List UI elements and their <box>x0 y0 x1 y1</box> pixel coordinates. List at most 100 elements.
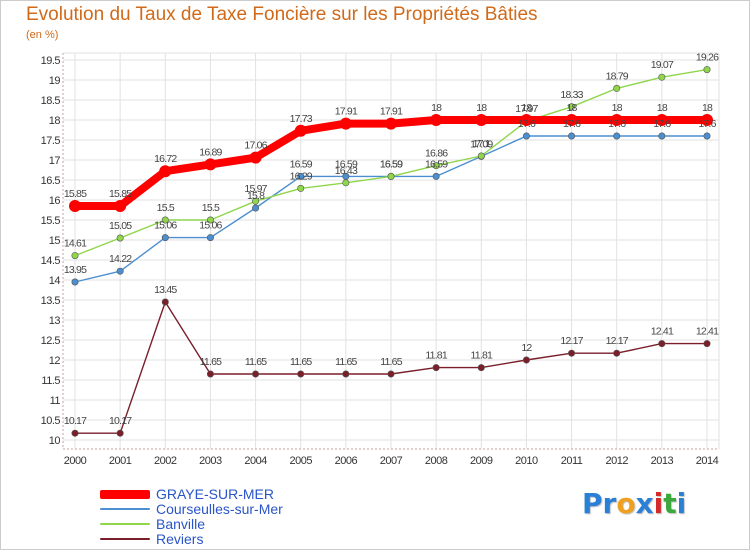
data-label: 15.5 <box>157 202 175 214</box>
data-label: 11.65 <box>335 356 357 368</box>
data-label: 16.59 <box>290 158 313 170</box>
data-label: 13.45 <box>154 284 177 296</box>
x-tick-label: 2001 <box>109 455 132 467</box>
logo-letter: i <box>653 487 664 520</box>
y-tick-label: 10 <box>49 435 61 447</box>
data-point <box>477 152 485 160</box>
data-label: 10.17 <box>109 415 132 427</box>
data-label: 17.6 <box>563 118 581 130</box>
data-point <box>610 114 623 126</box>
y-tick-label: 15 <box>49 235 61 247</box>
data-point <box>161 234 169 242</box>
y-tick-label: 11 <box>50 395 61 407</box>
x-tick-label: 2003 <box>199 455 222 467</box>
data-point <box>342 370 350 378</box>
legend-item-courseulles-sur-mer[interactable]: Courseulles-sur-Mer <box>100 501 283 517</box>
data-label: 18.33 <box>560 89 583 101</box>
y-tick-label: 14.5 <box>41 255 61 267</box>
x-tick-label: 2006 <box>335 455 358 467</box>
data-label: 12.17 <box>606 335 629 347</box>
data-label: 15.85 <box>109 188 132 200</box>
data-point <box>114 200 127 212</box>
data-point <box>387 370 395 378</box>
data-label: 17.91 <box>335 106 358 118</box>
logo-letter: o <box>616 487 636 520</box>
data-label: 16.72 <box>154 153 177 165</box>
x-tick-label: 2002 <box>154 455 177 467</box>
data-label: 11.65 <box>380 356 402 368</box>
x-tick-label: 2004 <box>244 455 267 467</box>
data-label: 16.86 <box>425 148 448 160</box>
data-point <box>385 117 397 130</box>
data-label: 17.6 <box>698 118 716 130</box>
data-point <box>658 73 666 81</box>
legend-item-graye-sur-mer[interactable]: GRAYE-SUR-MER <box>100 486 274 502</box>
data-label: 14.22 <box>109 253 132 265</box>
data-label: 18 <box>612 102 623 114</box>
legend-swatch <box>100 538 150 540</box>
data-label: 13.95 <box>64 264 87 276</box>
data-label: 17.6 <box>608 118 626 130</box>
data-label: 17.6 <box>518 118 536 130</box>
legend-item-reviers[interactable]: Reviers <box>100 531 203 547</box>
data-label: 12 <box>521 342 532 354</box>
data-point <box>206 216 214 224</box>
data-point <box>703 340 711 348</box>
data-point <box>116 234 124 242</box>
data-label: 17.97 <box>515 103 538 115</box>
legend-item-banville[interactable]: Banville <box>100 516 205 532</box>
data-point <box>432 364 440 372</box>
data-point <box>206 234 214 242</box>
data-point <box>159 165 172 178</box>
x-tick-label: 2013 <box>651 455 674 467</box>
data-label: 16.59 <box>380 158 403 170</box>
x-tick-label: 2010 <box>515 455 538 467</box>
data-label: 17.06 <box>244 140 267 152</box>
data-point <box>522 356 530 364</box>
data-point <box>475 114 488 126</box>
data-point <box>339 117 352 130</box>
y-tick-label: 12.5 <box>41 335 61 347</box>
data-labels: 15.85 15.85 16.72 16.89 17.06 17.73 17.91 17.91… <box>64 52 720 428</box>
unit-label: (en %) <box>26 29 59 41</box>
logo-letter: i <box>676 487 687 520</box>
data-point <box>658 340 666 348</box>
data-point <box>703 66 711 74</box>
data-point <box>568 103 576 111</box>
x-tick-label: 2008 <box>425 455 448 467</box>
logo-letter: x <box>635 487 654 520</box>
y-tick-label: 16.5 <box>41 175 61 187</box>
data-label: 17.09 <box>470 138 493 150</box>
data-point <box>655 114 668 126</box>
data-point <box>297 370 305 378</box>
data-label: 16.43 <box>335 165 358 177</box>
data-label: 16.89 <box>199 146 222 158</box>
data-label: 15.5 <box>202 202 220 214</box>
legend-label: Banville <box>156 515 206 532</box>
x-tick-label: 2009 <box>470 455 493 467</box>
data-point <box>71 252 79 260</box>
data-point <box>432 172 440 180</box>
data-label: 11.65 <box>245 356 267 368</box>
data-label: 12.17 <box>560 335 583 347</box>
data-label: 18 <box>567 102 578 114</box>
data-point <box>252 197 260 205</box>
y-tick-label: 15.5 <box>41 215 61 227</box>
data-label: 19.07 <box>651 59 674 71</box>
data-point <box>116 429 124 437</box>
data-point <box>613 84 621 92</box>
data-label: 18 <box>476 102 487 114</box>
data-label: 15.85 <box>64 188 87 200</box>
x-tick-label: 2005 <box>289 455 312 467</box>
data-point <box>297 172 305 180</box>
data-point <box>568 132 576 140</box>
data-point <box>204 158 217 171</box>
data-point <box>71 278 79 286</box>
data-label: 11.81 <box>471 350 493 362</box>
x-tick-label: 2011 <box>561 455 583 467</box>
y-tick-label: 12 <box>49 355 61 367</box>
data-label: 18 <box>431 102 442 114</box>
data-label: 16.59 <box>380 158 403 170</box>
legend-label: Courseulles-sur-Mer <box>156 500 283 517</box>
data-point <box>116 267 124 275</box>
